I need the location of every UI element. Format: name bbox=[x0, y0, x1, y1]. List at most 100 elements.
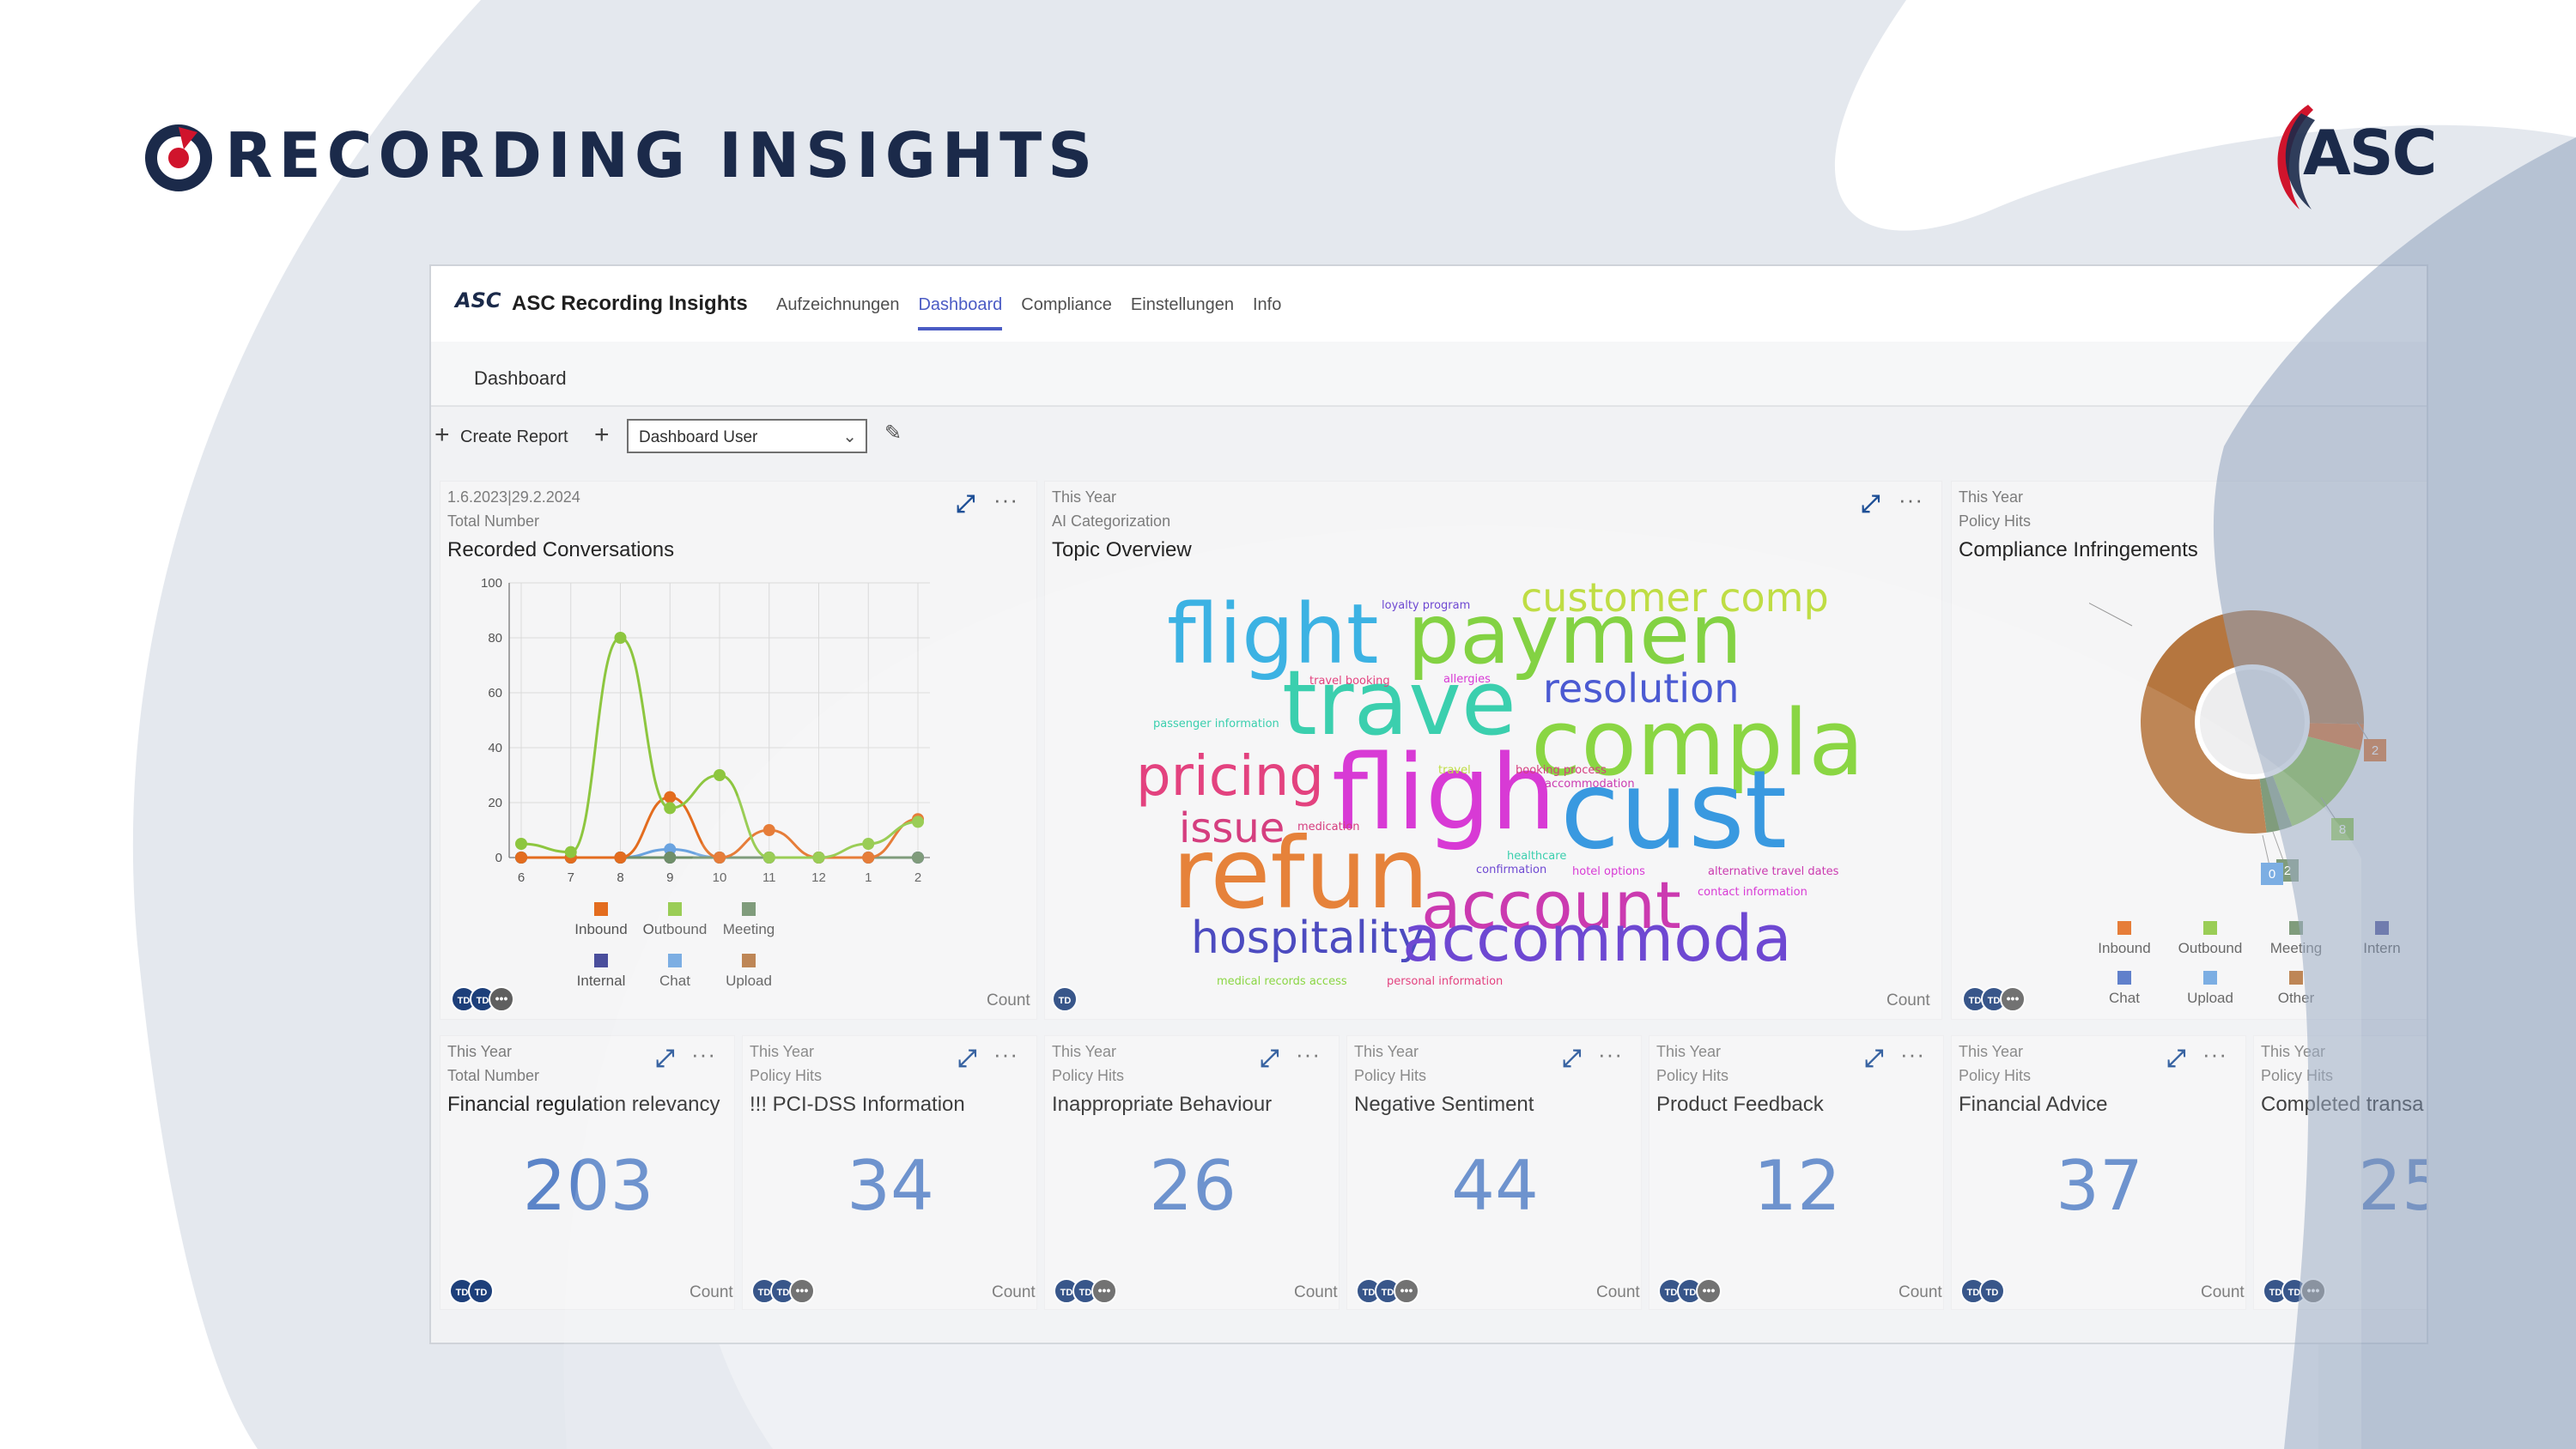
word-cloud-term[interactable]: travel booking bbox=[1309, 675, 1390, 688]
word-cloud-term[interactable]: flight bbox=[1167, 586, 1379, 682]
more-options-icon[interactable]: ··· bbox=[1900, 1041, 1925, 1067]
more-options-icon[interactable]: ··· bbox=[1899, 487, 1923, 512]
legend-item-upload[interactable]: Upload bbox=[2172, 971, 2249, 1007]
expand-icon[interactable]: ⤢ bbox=[655, 1045, 675, 1071]
kpi-card[interactable]: This Year Policy Hits Negative Sentiment ⤢ ·… bbox=[1346, 1035, 1642, 1310]
word-cloud-term[interactable]: pricing bbox=[1136, 745, 1324, 809]
word-cloud-term[interactable]: compla bbox=[1531, 690, 1865, 796]
word-cloud-term[interactable]: alternative travel dates bbox=[1708, 865, 1839, 878]
kpi-card[interactable]: This Year Policy Hits Financial Advice ⤢ ···… bbox=[1951, 1035, 2246, 1310]
more-options-icon[interactable]: ··· bbox=[993, 487, 1018, 512]
kpi-card[interactable]: This Year Policy Hits !!! PCI-DSS Informat… bbox=[742, 1035, 1037, 1310]
word-cloud-term[interactable]: contact information bbox=[1698, 886, 1807, 899]
kpi-card[interactable]: This Year Policy Hits Product Feedback ⤢ ···… bbox=[1649, 1035, 1944, 1310]
kpi-card[interactable]: This Year Policy Hits Inappropriate Behavi… bbox=[1044, 1035, 1340, 1310]
word-cloud-term[interactable]: allergies bbox=[1443, 673, 1491, 686]
expand-icon[interactable]: ⤢ bbox=[1260, 1045, 1279, 1071]
avatar[interactable]: TD bbox=[1052, 986, 1078, 1012]
word-cloud-term[interactable]: personal information bbox=[1387, 975, 1504, 988]
card-subtitle: Policy Hits bbox=[1959, 512, 2032, 530]
expand-icon[interactable]: ⤢ bbox=[1861, 490, 1880, 517]
word-cloud-term[interactable]: issue bbox=[1179, 804, 1285, 852]
legend-item-chat[interactable]: Chat bbox=[2086, 971, 2163, 1007]
word-cloud-term[interactable]: accommodation bbox=[1545, 778, 1635, 791]
legend-item-upload[interactable]: Upload bbox=[710, 954, 787, 990]
avatar[interactable]: TD bbox=[1979, 1278, 2005, 1304]
more-options-icon[interactable]: ··· bbox=[1296, 1041, 1321, 1067]
app-logo: ASC bbox=[455, 288, 501, 312]
create-report-button[interactable]: + Create Report bbox=[431, 410, 603, 462]
y-tick-label: 0 bbox=[495, 851, 502, 865]
word-cloud-term[interactable]: medication bbox=[1297, 821, 1360, 834]
add-dashboard-plus-icon[interactable]: + bbox=[594, 421, 610, 449]
word-cloud-term[interactable]: loyalty program bbox=[1382, 599, 1471, 612]
nav-compliance[interactable]: Compliance bbox=[1021, 295, 1112, 314]
dashboard-select[interactable]: Dashboard User ⌄ bbox=[627, 419, 867, 453]
nav-dashboard[interactable]: Dashboard bbox=[918, 295, 1003, 330]
legend-item-chat[interactable]: Chat bbox=[636, 954, 714, 990]
card-period: This Year bbox=[1052, 488, 1117, 506]
app-title: ASC Recording Insights bbox=[512, 292, 748, 315]
data-point-inbound bbox=[714, 852, 726, 864]
legend-item-other[interactable]: Other bbox=[2257, 971, 2335, 1007]
data-point-outbound bbox=[564, 846, 577, 858]
more-options-icon[interactable]: ··· bbox=[993, 1041, 1018, 1067]
word-cloud-term[interactable]: healthcare bbox=[1507, 850, 1567, 863]
legend-swatch bbox=[2203, 921, 2217, 935]
legend-item-outbound[interactable]: Outbound bbox=[636, 902, 714, 938]
word-cloud-term[interactable]: hotel options bbox=[1572, 865, 1645, 878]
avatar[interactable]: TD bbox=[770, 1278, 796, 1304]
more-avatars[interactable]: ••• bbox=[1091, 1278, 1117, 1304]
more-options-icon[interactable]: ··· bbox=[691, 1041, 716, 1067]
more-avatars[interactable]: ••• bbox=[2000, 986, 2026, 1012]
word-cloud-term[interactable]: refun bbox=[1172, 816, 1430, 931]
word-cloud-term[interactable]: fligh bbox=[1332, 734, 1557, 853]
expand-icon[interactable]: ⤢ bbox=[956, 490, 975, 517]
expand-icon[interactable]: ⤢ bbox=[1562, 1045, 1582, 1071]
word-cloud-term[interactable]: trave bbox=[1282, 651, 1516, 755]
more-avatars[interactable]: ••• bbox=[489, 986, 514, 1012]
word-cloud-term[interactable]: paymen bbox=[1407, 586, 1742, 682]
nav-einstellungen[interactable]: Einstellungen bbox=[1130, 295, 1234, 314]
count-label: Count bbox=[992, 1283, 1036, 1301]
expand-icon[interactable]: ⤢ bbox=[1864, 1045, 1884, 1071]
expand-icon[interactable]: ⤢ bbox=[957, 1045, 977, 1071]
word-cloud-term[interactable]: passenger information bbox=[1153, 718, 1279, 731]
word-cloud-term[interactable]: customer comp bbox=[1521, 574, 1829, 621]
expand-icon[interactable]: ⤢ bbox=[2166, 1045, 2186, 1071]
more-options-icon[interactable]: ··· bbox=[2202, 1041, 2227, 1067]
more-avatars[interactable]: ••• bbox=[1696, 1278, 1722, 1304]
legend-swatch bbox=[2289, 971, 2303, 985]
word-cloud-term[interactable]: confirmation bbox=[1476, 864, 1547, 876]
word-cloud-term[interactable]: hospitality bbox=[1191, 912, 1425, 964]
legend-item-internal[interactable]: Internal bbox=[562, 954, 640, 990]
word-cloud-term[interactable]: cust bbox=[1560, 747, 1788, 873]
x-tick-label: 1 bbox=[865, 870, 872, 885]
legend-item-inbound[interactable]: Inbound bbox=[562, 902, 640, 938]
legend-item-inbound[interactable]: Inbound bbox=[2086, 921, 2163, 957]
nav-info[interactable]: Info bbox=[1253, 295, 1282, 314]
word-cloud-term[interactable]: account bbox=[1421, 867, 1681, 943]
legend-item-meeting[interactable]: Meeting bbox=[710, 902, 787, 938]
more-avatars[interactable]: ••• bbox=[789, 1278, 815, 1304]
legend-label: Intern bbox=[2363, 940, 2401, 956]
kpi-title: Financial Advice bbox=[1959, 1093, 2108, 1116]
avatar[interactable]: TD bbox=[468, 1278, 494, 1304]
legend-item-outbound[interactable]: Outbound bbox=[2172, 921, 2249, 957]
kpi-card[interactable]: This Year Total Number Financial regulatio… bbox=[440, 1035, 735, 1310]
chevron-down-icon: ⌄ bbox=[842, 427, 857, 446]
legend-item-meeting[interactable]: Meeting bbox=[2257, 921, 2335, 957]
word-cloud-term[interactable]: medical records access bbox=[1217, 975, 1347, 988]
edit-pencil-icon[interactable]: ✎ bbox=[884, 421, 902, 445]
word-cloud-term[interactable]: accommoda bbox=[1402, 902, 1792, 976]
word-cloud-term[interactable]: resolution bbox=[1543, 665, 1740, 712]
more-avatars[interactable]: ••• bbox=[2300, 1278, 2326, 1304]
word-cloud-term[interactable]: booking process bbox=[1516, 764, 1607, 777]
more-options-icon[interactable]: ··· bbox=[1598, 1041, 1623, 1067]
more-avatars[interactable]: ••• bbox=[1394, 1278, 1419, 1304]
nav-aufzeichnungen[interactable]: Aufzeichnungen bbox=[776, 295, 900, 314]
word-cloud-term[interactable]: travel bbox=[1438, 764, 1471, 777]
legend-item-intern[interactable]: Intern bbox=[2343, 921, 2421, 957]
x-tick-label: 2 bbox=[914, 870, 921, 885]
